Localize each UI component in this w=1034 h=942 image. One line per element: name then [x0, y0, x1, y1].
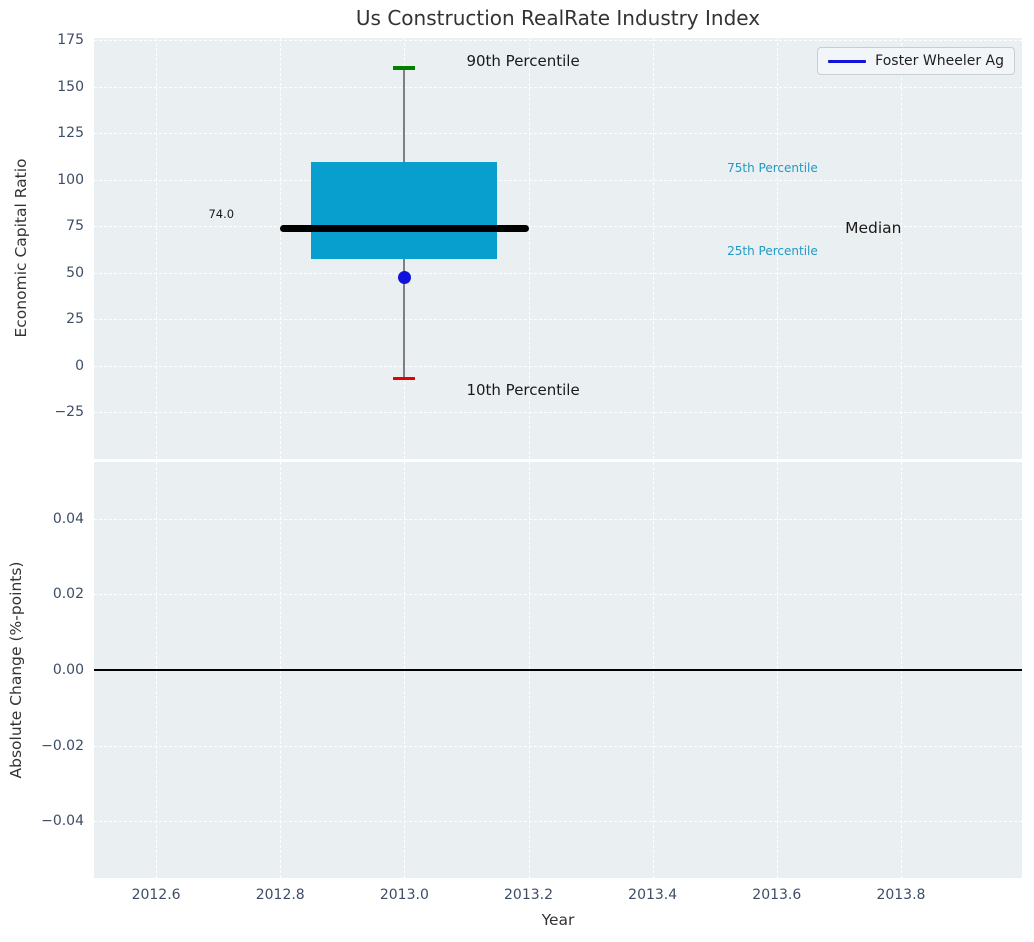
gridline-horizontal: [94, 133, 1022, 135]
gridline-horizontal: [94, 226, 1022, 228]
ytick-label: 150: [57, 78, 84, 95]
xtick-label: 2013.0: [379, 887, 429, 903]
p10-cap: [393, 376, 416, 381]
ytick-label: −0.04: [41, 813, 84, 830]
xtick-label: 2012.8: [255, 887, 305, 903]
xtick-label: 2013.2: [504, 887, 553, 903]
gridline-horizontal: [94, 272, 1022, 274]
ytick-label: 75: [66, 218, 84, 235]
gridline-horizontal: [94, 319, 1022, 321]
ytick-label: −0.02: [41, 737, 84, 754]
annotation-10th-percentile: 10th Percentile: [466, 380, 580, 399]
zero-line: [94, 669, 1022, 671]
p90-cap: [393, 66, 416, 70]
xtick-label: 2013.8: [876, 887, 926, 903]
legend-label: Foster Wheeler Ag: [875, 53, 1004, 69]
gridline-horizontal: [94, 86, 1022, 88]
gridline-vertical: [652, 38, 654, 459]
gridline-vertical: [156, 38, 158, 459]
ytick-label: 0.02: [52, 586, 84, 603]
median-line: [280, 224, 529, 232]
gridline-horizontal: [94, 179, 1022, 181]
annotation-75th-percentile: 75th Percentile: [727, 160, 818, 175]
ytick-label: 0.00: [52, 662, 84, 678]
gridline-vertical: [900, 38, 902, 459]
gridline-horizontal: [94, 745, 1022, 747]
gridline-horizontal: [94, 821, 1022, 823]
annotation-74-0: 74.0: [208, 207, 235, 222]
ytick-label: 100: [57, 171, 84, 188]
ytick-label: 25: [66, 311, 84, 328]
ytick-label: 0.04: [52, 510, 84, 527]
legend-line-swatch: [828, 59, 867, 63]
ytick-label: 125: [57, 125, 84, 142]
gridline-horizontal: [94, 594, 1022, 596]
chart-title: Us Construction RealRate Industry Index: [355, 6, 761, 30]
gridline-horizontal: [94, 365, 1022, 367]
iqr-box: [311, 162, 498, 259]
top-axes: [94, 38, 1022, 459]
annotation-median: Median: [845, 219, 902, 238]
gridline-vertical: [280, 38, 282, 459]
xtick-label: 2013.4: [628, 887, 678, 903]
ytick-label: 175: [57, 32, 84, 49]
gridline-horizontal: [94, 518, 1022, 520]
ytick-label: −25: [54, 404, 84, 421]
company-marker-dot: [397, 270, 411, 284]
legend: Foster Wheeler Ag: [817, 47, 1015, 75]
ytick-label: 50: [66, 264, 84, 281]
xtick-label: 2013.6: [752, 887, 802, 903]
xtick-label: 2012.6: [131, 887, 181, 903]
xlabel-year: Year: [541, 911, 575, 929]
gridline-vertical: [776, 38, 778, 459]
annotation-90th-percentile: 90th Percentile: [466, 51, 580, 70]
annotation-25th-percentile: 25th Percentile: [727, 244, 818, 258]
gridline-horizontal: [94, 40, 1022, 42]
gridline-vertical: [528, 38, 530, 459]
ytick-label: 0: [75, 357, 84, 374]
gridline-horizontal: [94, 412, 1022, 414]
